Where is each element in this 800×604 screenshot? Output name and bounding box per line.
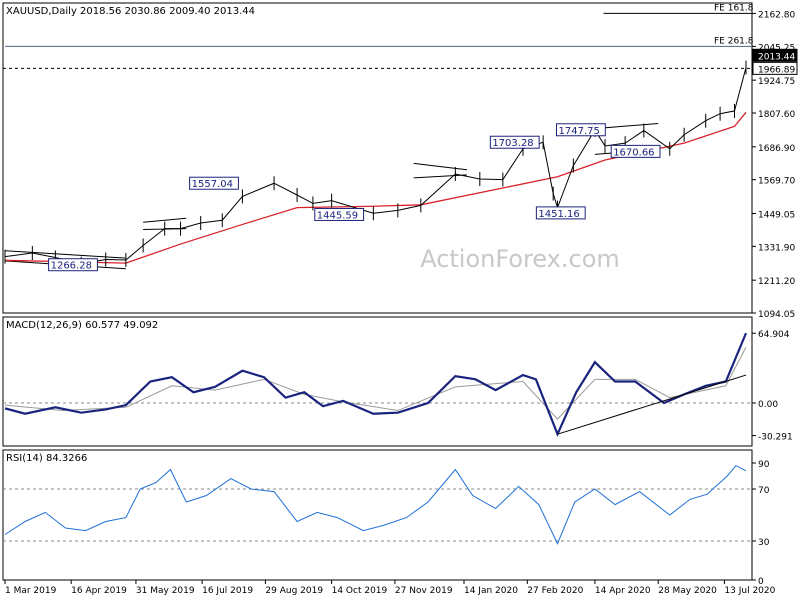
price-annotation-box (535, 206, 586, 220)
x-tick-label: 13 Jul 2020 (724, 586, 775, 596)
price-annotation-box (610, 144, 661, 158)
price-annotation-label: 1703.28 (492, 138, 533, 149)
x-tick-label: 28 May 2020 (658, 586, 717, 596)
macd-tick-label: 0.00 (758, 400, 778, 410)
rsi-tick-label: 0 (758, 577, 764, 587)
x-tick-label: 29 Aug 2019 (265, 586, 323, 596)
x-tick-label: 14 Oct 2019 (332, 586, 388, 596)
macd-signal-line (4, 346, 747, 420)
panel-frame-rsi (2, 449, 753, 581)
price-tick-label: 2162.80 (758, 10, 795, 20)
price-annotation-box (189, 176, 239, 190)
price-tick-label: 1094.05 (758, 310, 795, 320)
price-annotation-box (48, 258, 98, 272)
rsi-panel-title: RSI(14) 84.3266 (6, 453, 87, 464)
moving-average-line (4, 111, 747, 264)
price-series-line (4, 67, 747, 265)
macd-tick-label: 64.904 (758, 330, 790, 340)
macd-tick-label: -30.291 (758, 433, 793, 443)
rsi-tick-label: 90 (758, 460, 770, 470)
x-tick-label: 16 Jul 2019 (202, 586, 253, 596)
price-annotation-label: 1747.75 (559, 126, 600, 137)
price-annotation-label: 1451.16 (538, 209, 579, 220)
macd-trendline (557, 374, 747, 435)
x-tick-label: 1 Mar 2019 (5, 586, 57, 596)
price-tag-label: 2013.44 (758, 52, 795, 62)
price-annotation-box (489, 135, 540, 149)
fib-level-label: FE 261.8 (714, 36, 754, 46)
price-annotation-label: 1445.59 (317, 210, 358, 221)
price-tick-label: 1924.75 (758, 77, 795, 87)
trendline (413, 162, 467, 171)
rsi-tick-label: 30 (758, 538, 770, 548)
price-tick-label: 1331.90 (758, 243, 795, 253)
price-tick-label: 1686.90 (758, 144, 795, 154)
rsi-tick-label: 70 (758, 486, 770, 496)
price-tag-box (752, 61, 798, 75)
price-annotation-box (314, 207, 365, 221)
price-tick-label: 2045.25 (758, 43, 795, 53)
price-tick-label: 1449.05 (758, 210, 795, 220)
price-annotation-label: 1670.66 (613, 147, 654, 158)
price-annotation-box (556, 123, 606, 137)
price-panel-title: XAUUSD,Daily 2018.56 2030.86 2009.40 201… (6, 6, 255, 17)
trendline (413, 174, 467, 179)
panel-frame-macd (2, 316, 753, 447)
x-tick-label: 14 Apr 2020 (595, 586, 651, 596)
price-annotation-label: 1557.04 (192, 179, 233, 190)
x-tick-label: 31 May 2019 (136, 586, 195, 596)
watermark: ActionForex.com (420, 245, 620, 273)
x-tick-label: 16 Apr 2019 (71, 586, 127, 596)
price-annotation-label: 1266.28 (51, 261, 92, 272)
macd-panel-title: MACD(12,26,9) 60.577 49.092 (6, 320, 158, 331)
price-tag-box (752, 48, 798, 62)
x-tick-label: 14 Jan 2020 (464, 586, 518, 596)
price-tick-label: 1211.20 (758, 277, 795, 287)
x-tick-label: 27 Nov 2019 (395, 586, 453, 596)
trendline (143, 217, 187, 223)
fib-level-label: FE 161.8 (714, 3, 754, 13)
price-tick-label: 1569.70 (758, 177, 795, 187)
price-tick-label: 1807.60 (758, 110, 795, 120)
price-tag-label: 1966.89 (758, 65, 795, 75)
x-tick-label: 27 Feb 2020 (527, 586, 583, 596)
rsi-line (4, 464, 747, 545)
panel-frame-main (2, 2, 753, 314)
macd-line (4, 332, 748, 438)
